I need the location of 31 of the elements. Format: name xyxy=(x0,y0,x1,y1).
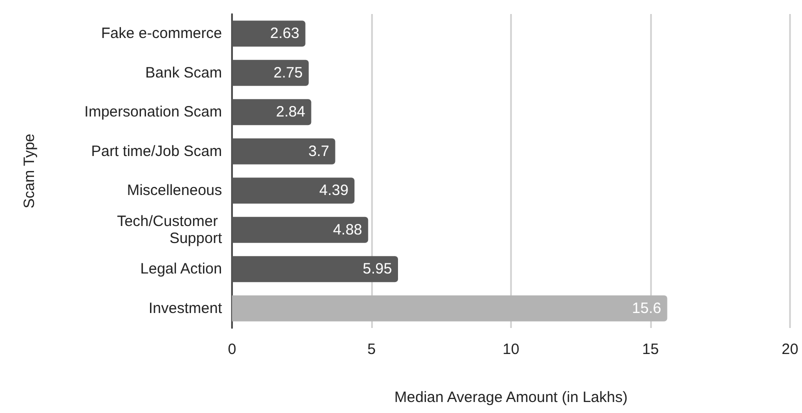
y-tick-label: Tech/Customer Support xyxy=(116,212,223,247)
y-tick-label: Part time/Job Scam xyxy=(91,142,222,160)
y-tick-label: Fake e-commerce xyxy=(101,25,222,42)
data-label: 2.75 xyxy=(274,64,303,82)
bar xyxy=(232,295,668,322)
y-axis-title: Scam Type xyxy=(21,134,38,208)
data-label: 4.88 xyxy=(332,221,362,238)
data-label: 4.39 xyxy=(319,182,348,200)
data-label: 3.7 xyxy=(308,142,330,160)
bar xyxy=(232,20,306,47)
data-label: 15.6 xyxy=(632,300,662,317)
bar xyxy=(232,138,336,164)
data-label: 2.63 xyxy=(270,25,300,42)
bar xyxy=(232,60,309,86)
bar xyxy=(232,216,368,243)
y-tick-label: Investment xyxy=(148,300,223,317)
x-tick-label: 20 xyxy=(782,341,798,358)
x-tick-label: 10 xyxy=(502,341,520,358)
bar xyxy=(232,256,398,282)
data-label: 5.95 xyxy=(362,260,392,278)
x-tick-label: 5 xyxy=(367,341,376,358)
data-label: 2.84 xyxy=(276,104,306,121)
y-tick-label: Miscelleneous xyxy=(126,182,222,200)
y-tick-label: Impersonation Scam xyxy=(84,104,222,121)
x-tick-label: 0 xyxy=(228,341,236,358)
x-axis-title: Median Average Amount (in Lakhs) xyxy=(394,389,628,406)
bar xyxy=(232,178,354,204)
y-tick-label: Legal Action xyxy=(140,260,222,278)
y-tick-label: Bank Scam xyxy=(145,64,222,82)
x-tick-label: 15 xyxy=(642,341,659,358)
bar xyxy=(232,99,312,126)
